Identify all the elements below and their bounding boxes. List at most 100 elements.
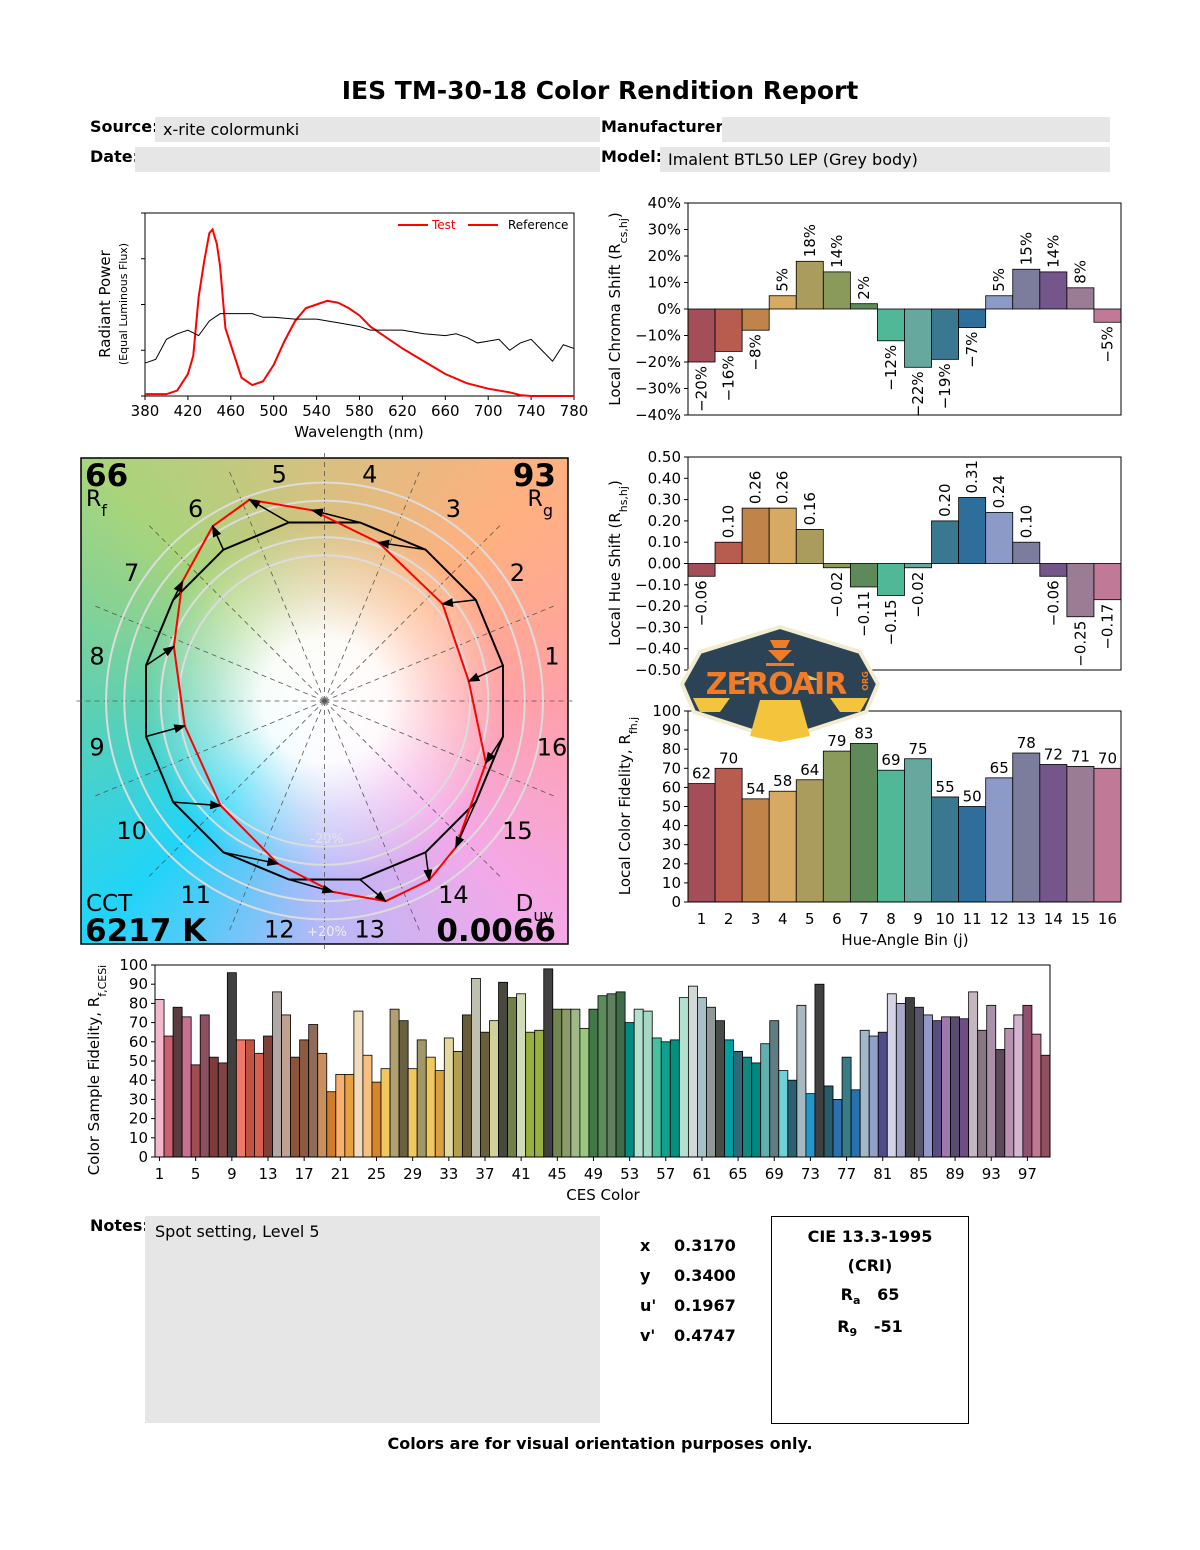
- bar-bin-2: [714, 541, 743, 564]
- ces-bar-52: [615, 991, 626, 1158]
- report-title: IES TM-30-18 Color Rendition Report: [341, 76, 859, 105]
- ces-bar-62: [706, 1006, 716, 1158]
- notes-field: Spot setting, Level 5: [145, 1216, 600, 1423]
- bar-bin-16: [1093, 767, 1122, 903]
- svg-text:ZEROAIR: ZEROAIR: [706, 667, 847, 702]
- bar-label: −0.11: [855, 591, 873, 637]
- bar-bin-16: [1093, 308, 1122, 323]
- reference-ring: [105, 481, 544, 921]
- shift-arrow: [172, 580, 184, 601]
- bar-label: 64: [800, 761, 819, 779]
- ces-bar-36: [471, 978, 481, 1158]
- ces-bar-41: [516, 993, 527, 1158]
- y-tick-label: 40: [662, 817, 681, 835]
- plot-frame: [687, 456, 1122, 671]
- ces-bar-28: [398, 1020, 409, 1158]
- ces-bar-68: [760, 1043, 771, 1158]
- y-tick-label: 30: [129, 1090, 148, 1108]
- bar-bin-13: [1012, 268, 1041, 310]
- ces-bar-23: [353, 1010, 364, 1158]
- chromaticity-value: 0.3400: [674, 1266, 736, 1285]
- ces-bar-97: [1022, 1004, 1033, 1158]
- bin-boundary: [324, 523, 503, 702]
- x-tick-label: 21: [331, 1165, 350, 1183]
- x-tick-label: 380: [131, 402, 160, 420]
- bar-label: 14%: [828, 235, 846, 268]
- x-tick-label: 45: [548, 1165, 567, 1183]
- y-tick-label: −0.10: [635, 576, 681, 594]
- bar-label: 0.20: [936, 483, 954, 516]
- ces-bar-81: [877, 1031, 888, 1158]
- ces-bar-25: [371, 1081, 382, 1158]
- y-tick-label: −0.30: [635, 618, 681, 636]
- y-tick-label: −0.40: [635, 640, 681, 658]
- bar-label: −16%: [720, 355, 738, 401]
- bar-label: 0.26: [774, 471, 792, 504]
- ces-bar-69: [769, 1020, 780, 1158]
- shift-arrow: [441, 598, 476, 608]
- shift-arrow: [288, 878, 335, 894]
- shift-arrow: [223, 851, 280, 866]
- chroma-ylabel: Local Chroma Shift (Rcs,hj): [606, 212, 630, 406]
- x-tick-label: 8: [886, 910, 896, 928]
- x-tick-label: 89: [946, 1165, 965, 1183]
- bar-bin-5: [795, 260, 824, 310]
- bin-boundary: [92, 604, 325, 702]
- x-tick-label: 540: [302, 402, 331, 420]
- bar-label: 70: [1098, 749, 1117, 767]
- x-tick-label: 9: [913, 910, 923, 928]
- bar-label: −0.02: [909, 572, 927, 618]
- bar-bin-15: [1066, 765, 1095, 903]
- cri-subtitle: (CRI): [847, 1256, 893, 1275]
- bin-label: 9: [89, 733, 104, 761]
- bar-label: 79: [827, 732, 846, 750]
- x-tick-label: 620: [388, 402, 417, 420]
- cri-box: CIE 13.3-1995 (CRI) Ra 65 R9 -51: [771, 1216, 969, 1424]
- x-tick-label: 15: [1071, 910, 1090, 928]
- x-tick-label: 81: [873, 1165, 892, 1183]
- x-tick-label: 25: [367, 1165, 386, 1183]
- ces-bar-11: [245, 1039, 255, 1158]
- bar-label: −7%: [963, 332, 981, 368]
- bar-bin-7: [849, 303, 878, 310]
- hue-ylabel: Local Hue Shift (Rhs,hj): [606, 480, 630, 646]
- bin-boundary: [324, 700, 557, 798]
- ces-bar-51: [606, 993, 617, 1158]
- bar-bin-6: [822, 563, 851, 569]
- x-tick-label: 69: [765, 1165, 784, 1183]
- x-tick-label: 73: [801, 1165, 820, 1183]
- bin-label: 2: [510, 559, 525, 587]
- bar-label: 0.16: [801, 492, 819, 525]
- bin-label: 4: [362, 460, 377, 488]
- x-tick-label: 5: [805, 910, 815, 928]
- rg-value: 93: [513, 458, 556, 494]
- ces-bar-1: [154, 999, 165, 1158]
- bar-label: −0.15: [882, 599, 900, 645]
- date-field: [135, 147, 600, 172]
- ces-bar-90: [959, 1018, 970, 1158]
- ces-bar-84: [904, 997, 915, 1158]
- rg-label: Rg: [528, 487, 553, 520]
- bar-bin-3: [741, 798, 770, 903]
- ces-bar-74: [814, 983, 825, 1158]
- bar-bin-8: [877, 769, 905, 903]
- bar-bin-4: [768, 790, 797, 903]
- ces-bar-98: [1031, 1033, 1042, 1158]
- chromaticity-row: y 0.3400: [640, 1266, 760, 1285]
- y-tick-label: 90: [129, 975, 148, 993]
- spectrum-line-test: [145, 227, 574, 397]
- ces-bar-58: [669, 1039, 680, 1158]
- ces-bar-78: [850, 1089, 861, 1158]
- rf-label: Rf: [86, 487, 107, 520]
- chromaticity-value: 0.4747: [674, 1326, 736, 1345]
- ces-bar-93: [986, 1004, 997, 1158]
- shift-arrow: [485, 736, 504, 765]
- bar-bin-15: [1066, 287, 1095, 310]
- local-fidelity-chart: Local Color Fidelity, Rfh,j Hue-Angle Bi…: [616, 702, 1122, 949]
- x-tick-label: 53: [620, 1165, 639, 1183]
- ces-bar-29: [407, 1068, 418, 1158]
- bar-label: 0.10: [720, 505, 738, 538]
- bin-boundary: [228, 468, 325, 702]
- bar-bin-13: [1012, 752, 1041, 903]
